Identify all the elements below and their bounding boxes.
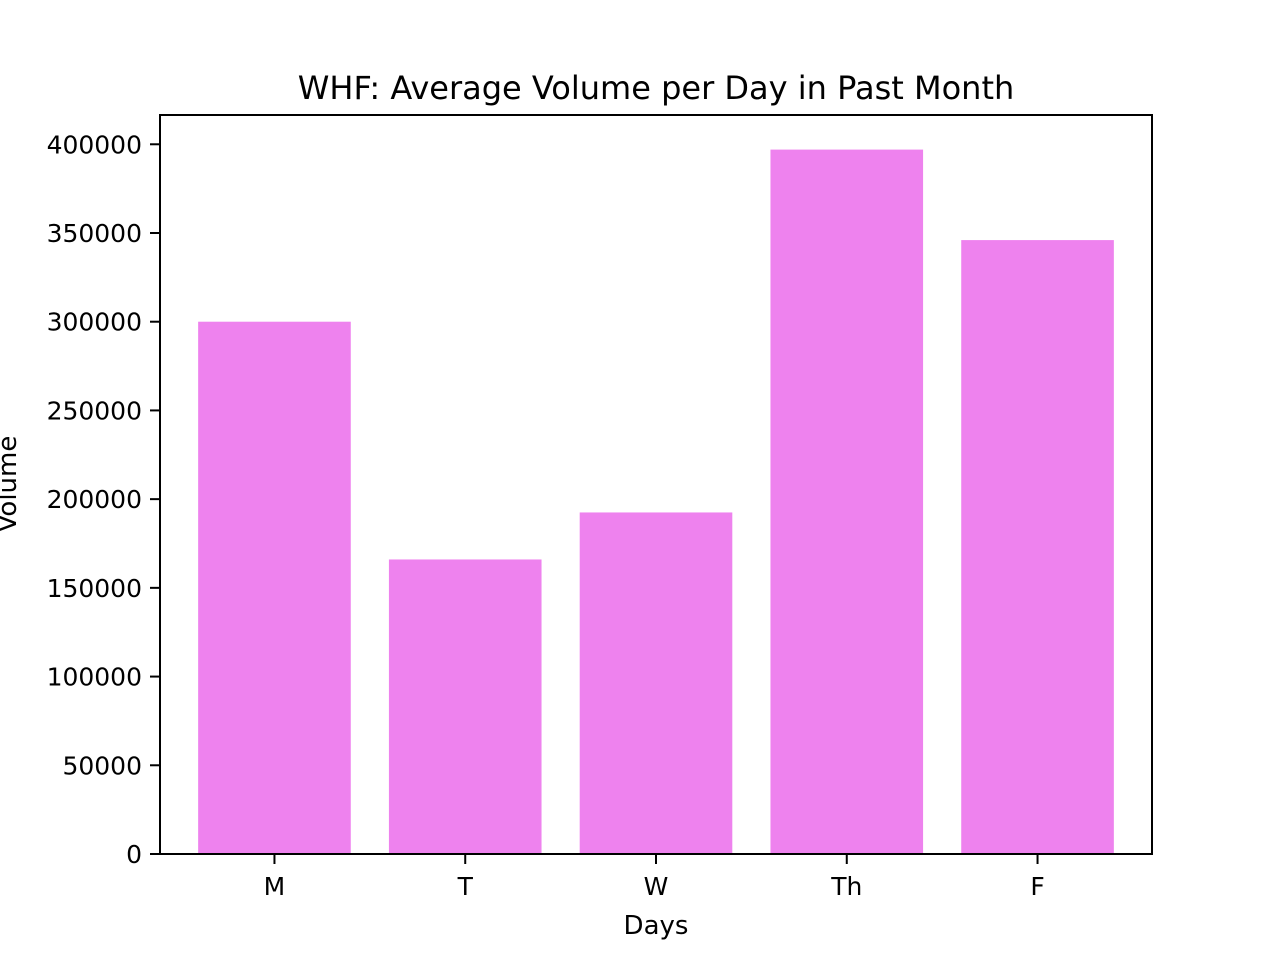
bar-W: [579, 512, 733, 854]
y-tick-label: 300000: [47, 308, 142, 337]
y-tick-label: 200000: [47, 485, 142, 514]
y-tick-label: 250000: [47, 396, 142, 425]
x-tick-label: M: [264, 872, 286, 901]
x-tick-label: W: [644, 872, 669, 901]
x-tick-label: F: [1030, 872, 1044, 901]
x-axis-label: Days: [624, 911, 689, 941]
x-tick-label: T: [457, 872, 474, 901]
bar-F: [961, 240, 1114, 855]
y-axis-label: Volume: [0, 436, 23, 533]
bar-M: [198, 321, 351, 855]
y-tick-label: 100000: [47, 663, 142, 692]
x-axis-ticks: M T W Th F: [264, 854, 1045, 901]
y-tick-label: 50000: [62, 751, 142, 780]
chart-title: WHF: Average Volume per Day in Past Mont…: [298, 69, 1015, 107]
x-tick-label: Th: [830, 872, 862, 901]
y-tick-label: 350000: [47, 219, 142, 248]
y-tick-label: 400000: [47, 130, 142, 159]
bars-layer: [198, 149, 1114, 855]
bar-Th: [770, 149, 924, 855]
plot-area-frame: [159, 114, 1153, 855]
bar-T: [388, 559, 542, 854]
y-tick-label: 0: [126, 840, 142, 869]
y-tick-label: 150000: [47, 574, 142, 603]
y-axis-ticks: 0 50000 100000 150000 200000 250000 300000 3500…: [47, 130, 160, 869]
